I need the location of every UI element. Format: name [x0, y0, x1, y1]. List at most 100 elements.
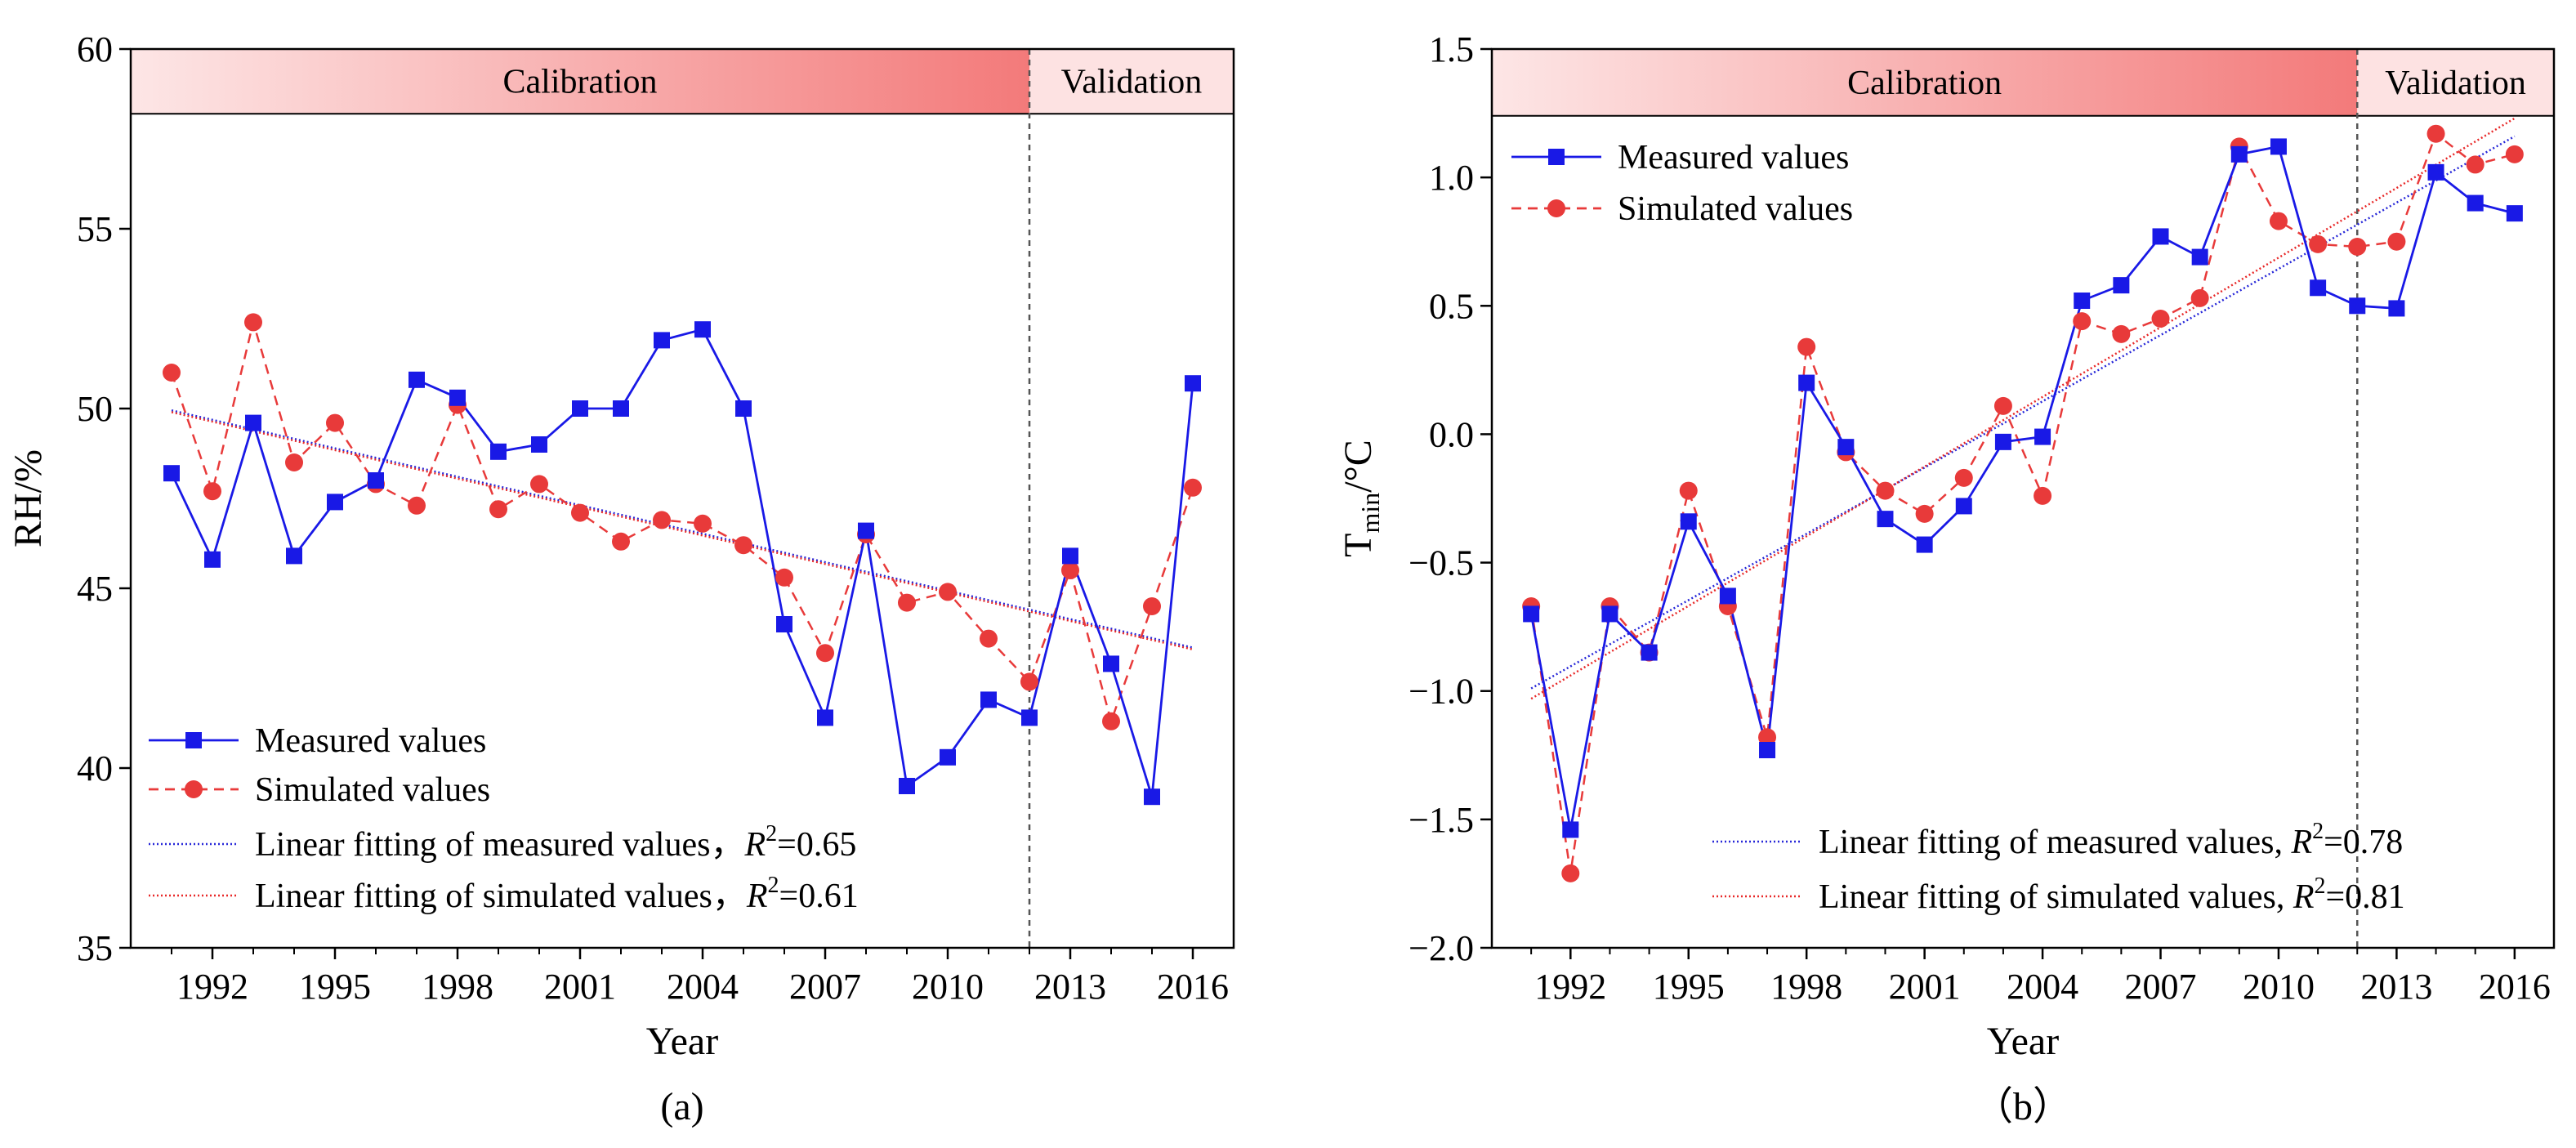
point-measured: [1955, 498, 1972, 515]
point-measured: [817, 709, 833, 726]
point-measured: [899, 778, 915, 794]
legend-r2-value: =0.78: [2324, 824, 2403, 861]
point-simulated: [980, 629, 998, 648]
point-simulated: [2466, 155, 2484, 174]
x-tick-label: 2001: [544, 967, 616, 1007]
point-simulated: [2348, 238, 2367, 256]
y-tick-label: 0.0: [1429, 414, 1474, 454]
point-simulated: [244, 313, 262, 332]
point-measured: [449, 389, 466, 406]
x-tick-label: 2007: [789, 967, 861, 1007]
point-measured: [1185, 375, 1201, 392]
legend-r2-exponent: 2: [768, 873, 779, 898]
point-measured: [1680, 513, 1697, 530]
point-simulated: [1876, 481, 1895, 500]
point-simulated: [2112, 324, 2131, 343]
legend-r2-value: =0.81: [2326, 878, 2405, 916]
point-measured: [2230, 145, 2248, 163]
point-measured: [1916, 536, 1933, 553]
validation-label: Validation: [2385, 65, 2526, 102]
point-measured: [327, 494, 343, 511]
y-tick-label: 1.0: [1429, 158, 1474, 198]
legend-r2-symbol: R: [2293, 878, 2315, 916]
point-measured: [2388, 300, 2405, 317]
y-tick-label: −1.5: [1409, 800, 1474, 840]
legend-marker-measured: [185, 732, 202, 748]
plot-frame: [129, 47, 1235, 949]
series-line-simulated: [1529, 132, 2516, 874]
point-measured: [735, 400, 752, 417]
legend-marker-simulated: [185, 780, 203, 798]
legend-fit-label-simulated: Linear fitting of simulated values, R2=0…: [1819, 873, 2405, 916]
point-measured: [1103, 655, 1119, 672]
point-simulated: [2387, 232, 2406, 251]
x-tick-label: 1992: [1534, 967, 1606, 1007]
x-tick-label: 1992: [176, 967, 248, 1007]
y-tick-label: −2.0: [1409, 928, 1474, 968]
point-simulated: [1061, 561, 1079, 579]
point-simulated: [939, 583, 957, 601]
chart-panel-b: Calibration Validation 1992 1995 1998 2001 200…: [1337, 29, 2556, 1128]
legend-label-simulated: Simulated values: [1618, 190, 1853, 228]
point-measured: [613, 400, 629, 417]
point-measured: [1144, 788, 1160, 806]
validation-band: [2357, 49, 2554, 116]
x-tick-label: 1995: [1653, 967, 1725, 1007]
x-tick-label: 2013: [2360, 967, 2432, 1007]
plot-area: [1522, 117, 2524, 882]
x-tick-label: 2013: [1034, 967, 1106, 1007]
legend-fit-sep: ，: [712, 878, 747, 915]
fit-line-measured: [171, 409, 1194, 649]
legend-r2-symbol: R: [746, 878, 768, 915]
point-measured: [2467, 194, 2484, 212]
legend-r2-value: =0.65: [777, 826, 856, 864]
point-measured: [654, 332, 670, 349]
point-measured: [163, 465, 180, 482]
point-simulated: [1993, 396, 2012, 415]
point-measured: [2152, 228, 2169, 245]
x-tick-label: 1998: [1770, 967, 1842, 1007]
legend-fit-label-measured: Linear fitting of measured values, R2=0.…: [1819, 819, 2403, 861]
point-simulated: [2505, 145, 2524, 163]
x-tick-label: 2001: [1889, 967, 1961, 1007]
point-measured: [776, 616, 792, 632]
plot-area: [163, 313, 1202, 806]
legend-r2-exponent: 2: [2312, 819, 2324, 844]
point-simulated: [408, 496, 426, 515]
point-simulated: [653, 511, 671, 529]
point-measured: [204, 551, 221, 568]
point-measured: [368, 472, 384, 489]
legend-fit-name: Linear fitting of simulated values,: [1819, 878, 2284, 916]
calibration-label: Calibration: [503, 64, 658, 101]
y-tick-label: 45: [77, 569, 113, 609]
plot-frame: [1490, 47, 2556, 949]
point-simulated: [775, 568, 793, 587]
point-measured: [1523, 605, 1540, 623]
point-measured: [490, 443, 507, 460]
point-simulated: [1758, 728, 1777, 747]
legend-r2-symbol: R: [2290, 824, 2312, 861]
point-measured: [1798, 374, 1815, 391]
y-axis-label: RH/%: [7, 449, 50, 547]
legend-marker-simulated: [1547, 199, 1565, 217]
point-measured: [858, 522, 874, 539]
y-tick-label: −1.0: [1409, 672, 1474, 712]
point-measured: [245, 414, 261, 431]
legend-r2-value: =0.61: [779, 878, 859, 915]
fit-line-measured: [1530, 135, 2516, 690]
y-axis-label: Tmin/°C: [1337, 440, 1385, 557]
point-measured: [2506, 205, 2523, 222]
point-simulated: [1020, 672, 1038, 691]
x-tick-label: 2004: [2007, 967, 2078, 1007]
point-simulated: [2034, 486, 2052, 505]
y-tick-label: 1.5: [1429, 29, 1474, 69]
x-tick-label: 2004: [667, 967, 739, 1007]
point-simulated: [734, 536, 752, 555]
point-measured: [1562, 821, 1579, 838]
legend-r2-exponent: 2: [2315, 873, 2326, 899]
point-simulated: [203, 482, 221, 501]
point-simulated: [816, 644, 834, 663]
point-simulated: [1797, 337, 1816, 356]
point-simulated: [1561, 864, 1580, 882]
x-axis-label: Year: [1987, 1020, 2059, 1063]
